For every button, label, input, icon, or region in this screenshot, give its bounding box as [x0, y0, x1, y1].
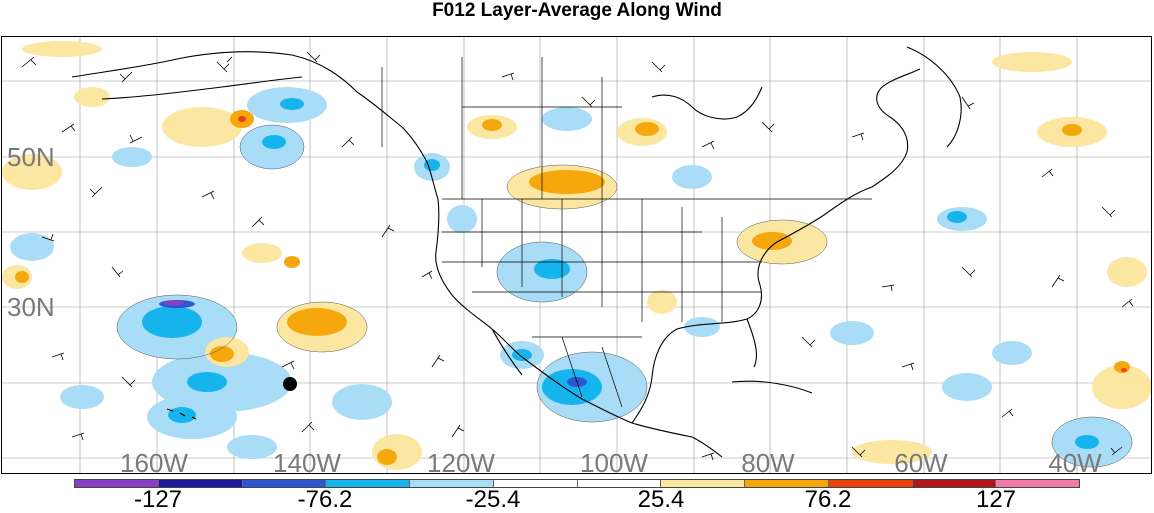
colorbar-segment-1	[158, 480, 243, 487]
lon-label-160w: 160W	[120, 448, 188, 474]
lon-label-80w: 80W	[741, 448, 795, 474]
political-borders	[381, 57, 872, 408]
colorbar-label-25: 25.4	[637, 486, 685, 513]
lon-label-40w: 40W	[1048, 448, 1102, 474]
colorbar-segment-2	[242, 480, 327, 487]
lat-label-50n: 50N	[7, 142, 55, 172]
colorbar-label-neg76: -76.2	[297, 486, 353, 513]
colorbar-segment-11	[996, 480, 1079, 487]
colorbar-segment-7	[661, 480, 745, 487]
lat-label-30n: 30N	[7, 292, 55, 322]
contours	[116, 124, 1133, 468]
colorbar-segment-0	[75, 480, 159, 487]
chart-title: F012 Layer-Average Along Wind	[432, 0, 722, 21]
shaded-field	[2, 41, 1151, 470]
lon-label-120w: 120W	[427, 448, 495, 474]
location-marker	[283, 377, 297, 391]
coastlines	[71, 46, 962, 458]
lon-label-100w: 100W	[580, 448, 648, 474]
colorbar-segment-9	[828, 480, 913, 487]
colorbar-segment-3	[326, 480, 410, 487]
colorbar-label-neg127: -127	[133, 486, 183, 513]
lon-label-140w: 140W	[273, 448, 341, 474]
colorbar-label-neg25: -25.4	[465, 486, 521, 513]
colorbar-segment-4	[410, 480, 494, 487]
wind-barbs	[21, 51, 1134, 461]
colorbar-label-127: 127	[975, 486, 1017, 513]
lon-label-60w: 60W	[894, 448, 948, 474]
colorbar-segment-8	[745, 480, 829, 487]
colorbar-segment-6	[577, 480, 662, 487]
map-panel: 50N 30N 160W 140W 120W 100W 80W 60W 40W	[1, 36, 1152, 474]
colorbar-segment-10	[912, 480, 997, 487]
colorbar-segment-5	[493, 480, 578, 487]
colorbar	[74, 479, 1080, 488]
colorbar-label-76: 76.2	[804, 486, 852, 513]
map-svg	[2, 37, 1151, 473]
